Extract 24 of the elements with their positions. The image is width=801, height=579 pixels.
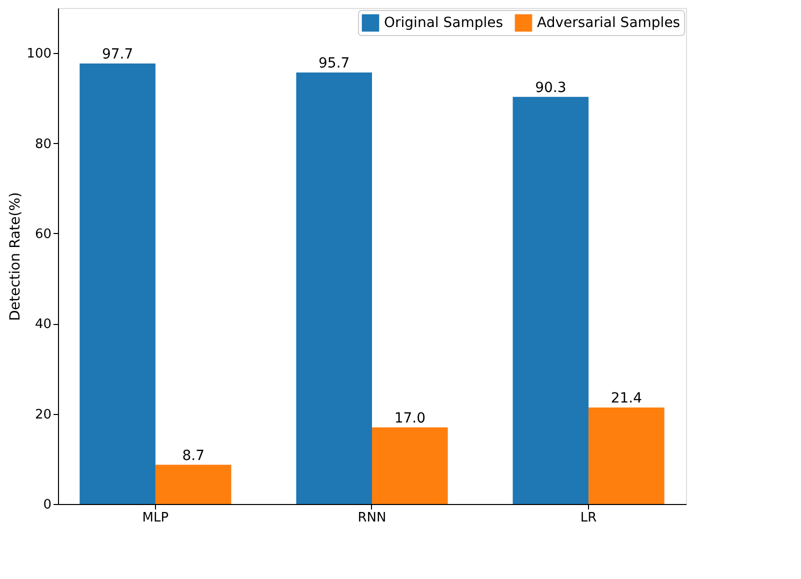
y-tick-label: 60 [34,226,52,242]
bar [588,408,664,504]
data-label: 21.4 [610,390,642,407]
legend-label: Original Samples [384,14,504,31]
bar [155,464,232,504]
data-label: 97.7 [102,46,134,62]
x-tick-label: MLP [142,510,169,526]
data-label: 90.3 [535,80,566,96]
x-tick-label: RNN [358,510,386,526]
bar [80,63,156,504]
legend-label: Adversarial Samples [537,14,680,31]
y-tick-label: 80 [34,136,52,152]
bar [372,427,448,504]
bar [512,96,589,504]
bar [296,72,372,504]
y-tick-label: 0 [43,498,52,512]
data-label: 95.7 [318,55,350,72]
y-tick-label: 40 [34,317,52,332]
data-label: 8.7 [182,448,204,464]
x-tick-label: LR [580,510,597,526]
data-label: 17.0 [394,410,426,426]
y-tick-label: 20 [34,407,52,422]
y-axis-title: Detection Rate(%) [8,192,24,321]
y-tick-label: 100 [26,46,52,62]
